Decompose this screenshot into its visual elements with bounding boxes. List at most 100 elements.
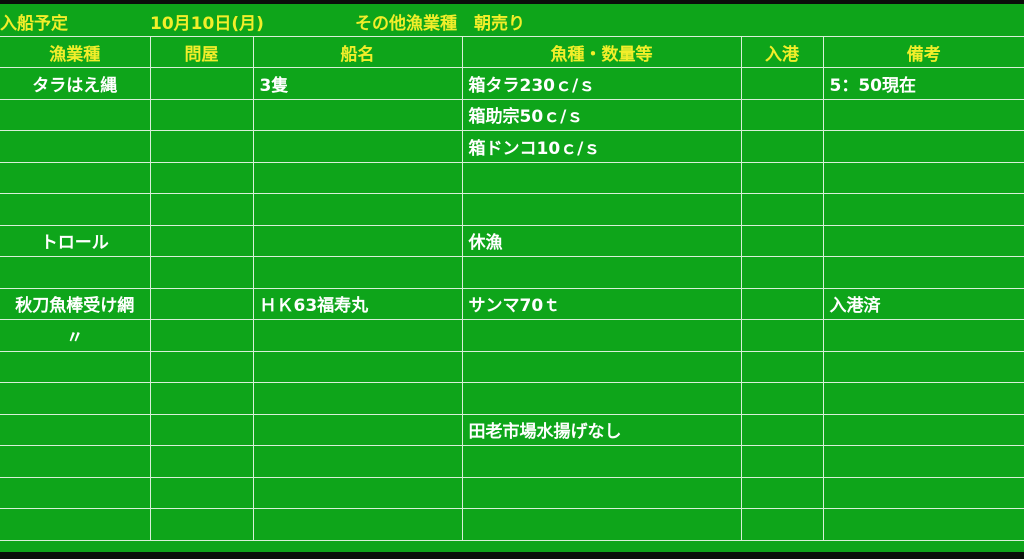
- cell-vessel-name: [252, 350, 463, 383]
- cell-wholesaler: [149, 413, 254, 446]
- cell-vessel-name: [252, 161, 463, 194]
- cell-fish-quantity: [461, 319, 742, 352]
- table-row: 〃: [0, 319, 1024, 352]
- cell-remarks: [822, 130, 1024, 163]
- cell-fishery-type: [0, 350, 151, 383]
- cell-vessel-name: [252, 413, 463, 446]
- cell-vessel-name: 3隻: [252, 67, 463, 100]
- cell-wholesaler: [149, 287, 254, 320]
- table-row: 箱ドンコ10ｃ/ｓ: [0, 130, 1024, 163]
- column-header-fish-quantity: 魚種・数量等: [461, 36, 742, 68]
- cell-fish-quantity: [461, 445, 742, 478]
- table-row: [0, 256, 1024, 289]
- table-row: 田老市場水揚げなし: [0, 413, 1024, 446]
- cell-remarks: [822, 508, 1024, 541]
- cell-fish-quantity: 箱助宗50ｃ/ｓ: [461, 98, 742, 131]
- cell-fish-quantity: 田老市場水揚げなし: [461, 413, 742, 446]
- cell-fish-quantity: [461, 161, 742, 194]
- cell-fishery-type: [0, 476, 151, 509]
- cell-fish-quantity: サンマ70ｔ: [461, 287, 742, 320]
- cell-vessel-name: [252, 256, 463, 289]
- cell-wholesaler: [149, 508, 254, 541]
- cell-fishery-type: [0, 98, 151, 131]
- cell-vessel-name: [252, 224, 463, 257]
- cell-vessel-name: [252, 476, 463, 509]
- cell-remarks: [822, 476, 1024, 509]
- table-row: 秋刀魚棒受け網 ＨＫ63福寿丸 サンマ70ｔ 入港済: [0, 287, 1024, 320]
- cell-wholesaler: [149, 67, 254, 100]
- cell-wholesaler: [149, 445, 254, 478]
- cell-fishery-type: [0, 193, 151, 226]
- table-row: [0, 476, 1024, 509]
- cell-wholesaler: [149, 350, 254, 383]
- cell-fishery-type: [0, 161, 151, 194]
- cell-remarks: [822, 161, 1024, 194]
- cell-arrival: [740, 256, 824, 289]
- cell-remarks: [822, 319, 1024, 352]
- cell-arrival: [740, 193, 824, 226]
- cell-wholesaler: [149, 382, 254, 415]
- cell-fishery-type: [0, 382, 151, 415]
- cell-wholesaler: [149, 161, 254, 194]
- table-row: タラはえ縄 3隻 箱タラ230ｃ/ｓ 5：50現在: [0, 67, 1024, 100]
- cell-remarks: [822, 445, 1024, 478]
- column-header-remarks: 備考: [822, 36, 1024, 68]
- cell-fishery-type: [0, 130, 151, 163]
- cell-fish-quantity: [461, 350, 742, 383]
- cell-arrival: [740, 413, 824, 446]
- cell-fish-quantity: 箱タラ230ｃ/ｓ: [461, 67, 742, 100]
- cell-remarks: 入港済: [822, 287, 1024, 320]
- cell-arrival: [740, 476, 824, 509]
- cell-arrival: [740, 98, 824, 131]
- cell-remarks: [822, 350, 1024, 383]
- cell-vessel-name: [252, 319, 463, 352]
- cell-fish-quantity: [461, 508, 742, 541]
- cell-fishery-type: 秋刀魚棒受け網: [0, 287, 151, 320]
- header-row: 漁業種 問屋 船名 魚種・数量等 入港 備考: [0, 36, 1024, 68]
- cell-fish-quantity: [461, 382, 742, 415]
- cell-fishery-type: [0, 256, 151, 289]
- column-header-fishery-type: 漁業種: [0, 36, 151, 68]
- cell-vessel-name: [252, 193, 463, 226]
- cell-fishery-type: トロール: [0, 224, 151, 257]
- cell-arrival: [740, 224, 824, 257]
- column-header-arrival: 入港: [740, 36, 824, 68]
- cell-fish-quantity: 休漁: [461, 224, 742, 257]
- cell-fishery-type: [0, 508, 151, 541]
- table-row: [0, 508, 1024, 541]
- cell-arrival: [740, 130, 824, 163]
- cell-fishery-type: 〃: [0, 319, 151, 352]
- cell-arrival: [740, 67, 824, 100]
- cell-arrival: [740, 445, 824, 478]
- cell-wholesaler: [149, 130, 254, 163]
- cell-arrival: [740, 382, 824, 415]
- cell-arrival: [740, 319, 824, 352]
- cell-wholesaler: [149, 224, 254, 257]
- cell-remarks: [822, 382, 1024, 415]
- cell-remarks: [822, 413, 1024, 446]
- cell-remarks: [822, 193, 1024, 226]
- board-label: 入船予定: [0, 14, 68, 34]
- cell-remarks: [822, 98, 1024, 131]
- cell-arrival: [740, 350, 824, 383]
- cell-remarks: [822, 224, 1024, 257]
- table-row: トロール 休漁: [0, 224, 1024, 257]
- cell-arrival: [740, 508, 824, 541]
- cell-remarks: [822, 256, 1024, 289]
- board-date: 10月10日(月): [150, 14, 264, 34]
- cell-fishery-type: [0, 413, 151, 446]
- column-header-vessel-name: 船名: [252, 36, 463, 68]
- cell-wholesaler: [149, 98, 254, 131]
- cell-arrival: [740, 161, 824, 194]
- cell-fishery-type: [0, 445, 151, 478]
- cell-vessel-name: [252, 382, 463, 415]
- cell-wholesaler: [149, 256, 254, 289]
- table-row: [0, 350, 1024, 383]
- cell-remarks: 5：50現在: [822, 67, 1024, 100]
- title-bar: 入船予定 10月10日(月) その他漁業種 朝売り: [0, 4, 1024, 36]
- cell-fish-quantity: [461, 476, 742, 509]
- cell-wholesaler: [149, 319, 254, 352]
- cell-vessel-name: [252, 98, 463, 131]
- cell-fishery-type: タラはえ縄: [0, 67, 151, 100]
- table-row: [0, 445, 1024, 478]
